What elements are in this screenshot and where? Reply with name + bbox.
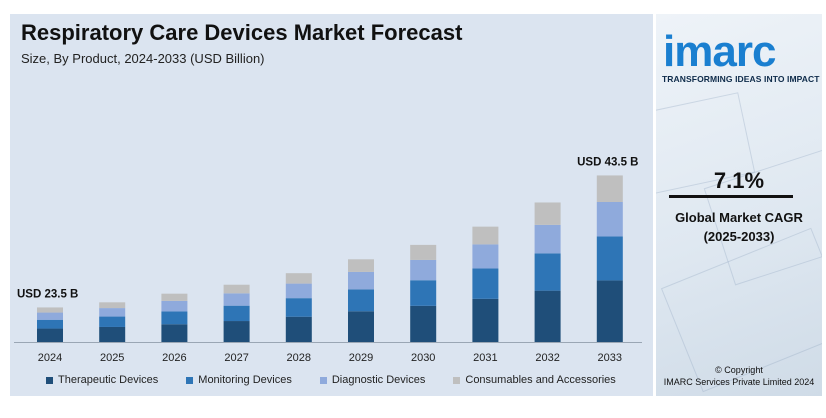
bar-segment-consumables-and-accessories-2025 (99, 302, 126, 309)
chart-legend: Therapeutic Devices Monitoring Devices Dia… (46, 374, 644, 386)
x-tick-label-2033: 2033 (598, 352, 622, 364)
bar-segment-consumables-and-accessories-2031 (472, 226, 499, 245)
legend-label: Diagnostic Devices (331, 374, 426, 386)
bar-segment-monitoring-devices-2031 (472, 268, 499, 299)
x-tick-label-2024: 2024 (38, 352, 62, 364)
imarc-logo: imarc (663, 27, 776, 76)
bar-segment-consumables-and-accessories-2033 (596, 175, 623, 202)
copyright: © Copyright IMARC Services Private Limit… (656, 364, 822, 388)
x-tick-label-2025: 2025 (100, 352, 124, 364)
bar-segment-diagnostic-devices-2024 (37, 312, 63, 320)
x-tick-label-2027: 2027 (224, 352, 248, 364)
bar-segment-consumables-and-accessories-2027 (223, 284, 250, 294)
bar-segment-therapeutic-devices-2025 (99, 326, 126, 342)
data-label-2024: USD 23.5 B (17, 288, 78, 300)
legend-swatch (46, 376, 53, 384)
x-tick-label-2031: 2031 (473, 352, 497, 364)
bar-segment-therapeutic-devices-2030 (410, 305, 437, 342)
bar-segment-consumables-and-accessories-2030 (410, 244, 437, 260)
legend-item: Diagnostic Devices (319, 374, 426, 386)
cagr-divider (669, 195, 793, 198)
x-tick-label-2032: 2032 (535, 352, 559, 364)
x-tick-label-2029: 2029 (349, 352, 373, 364)
chart-subtitle: Size, By Product, 2024-2033 (USD Billion… (21, 51, 265, 66)
bar-segment-diagnostic-devices-2031 (472, 244, 499, 269)
bar-segment-therapeutic-devices-2024 (37, 328, 63, 342)
bar-segment-diagnostic-devices-2025 (99, 308, 126, 317)
bar-segment-monitoring-devices-2028 (285, 298, 312, 317)
bar-segment-therapeutic-devices-2033 (596, 280, 623, 342)
bar-segment-monitoring-devices-2029 (348, 289, 374, 312)
x-tick-label-2028: 2028 (287, 352, 311, 364)
brand-tagline: TRANSFORMING IDEAS INTO IMPACT (662, 74, 820, 84)
bar-segment-diagnostic-devices-2029 (348, 271, 374, 290)
bar-segment-consumables-and-accessories-2029 (348, 259, 374, 272)
bar-segment-monitoring-devices-2027 (223, 305, 250, 322)
bar-segment-diagnostic-devices-2026 (161, 300, 188, 312)
bar-segment-diagnostic-devices-2033 (596, 202, 623, 237)
bar-segment-monitoring-devices-2024 (37, 319, 63, 329)
cagr-value: 7.1% (713, 168, 765, 193)
copyright-line1: © Copyright (715, 365, 763, 375)
bar-segment-monitoring-devices-2032 (534, 253, 561, 291)
bar-segment-consumables-and-accessories-2028 (285, 273, 312, 284)
legend-swatch (319, 376, 327, 384)
legend-label: Monitoring Devices (198, 374, 292, 386)
copyright-line2: IMARC Services Private Limited 2024 (663, 377, 815, 387)
legend-item: Monitoring Devices (186, 374, 292, 386)
side-panel (656, 14, 822, 396)
bar-segment-consumables-and-accessories-2024 (37, 307, 63, 313)
chart-title: Respiratory Care Devices Market Forecast (21, 20, 463, 45)
bar-segment-therapeutic-devices-2026 (161, 324, 188, 342)
stacked-bar-chart: 2024 2025 2026 2027 2028 2029 2030 2031 2032 2033… (14, 156, 642, 364)
bar-segment-therapeutic-devices-2031 (472, 298, 499, 342)
cagr-label-line1: Global Market CAGR (675, 210, 803, 225)
legend-label: Therapeutic Devices (58, 374, 159, 386)
legend-swatch (453, 376, 461, 384)
legend-swatch (186, 376, 194, 384)
cagr-label: Global Market CAGR (2025-2033) (656, 208, 822, 246)
bar-segment-monitoring-devices-2026 (161, 311, 188, 325)
x-tick-label-2030: 2030 (411, 352, 435, 364)
legend-item: Consumables and Accessories (453, 374, 616, 386)
bar-segment-therapeutic-devices-2028 (285, 316, 312, 342)
legend-label: Consumables and Accessories (465, 374, 616, 386)
bar-segment-diagnostic-devices-2027 (223, 293, 250, 306)
bar-segment-monitoring-devices-2030 (410, 280, 437, 306)
bar-segment-therapeutic-devices-2032 (534, 290, 561, 342)
bar-segment-therapeutic-devices-2029 (348, 311, 374, 342)
bar-segment-monitoring-devices-2033 (596, 236, 623, 281)
cagr-label-line2: (2025-2033) (703, 229, 775, 244)
bar-segment-therapeutic-devices-2027 (223, 321, 250, 342)
x-tick-label-2026: 2026 (162, 352, 186, 364)
bar-segment-consumables-and-accessories-2032 (534, 202, 561, 225)
legend-item: Therapeutic Devices (46, 374, 158, 386)
bar-segment-monitoring-devices-2025 (99, 316, 126, 327)
bar-segment-diagnostic-devices-2032 (534, 224, 561, 254)
bar-segment-diagnostic-devices-2030 (410, 259, 437, 281)
bar-segment-consumables-and-accessories-2026 (161, 293, 188, 301)
bar-segment-diagnostic-devices-2028 (285, 283, 312, 299)
data-label-2033: USD 43.5 B (577, 156, 638, 168)
